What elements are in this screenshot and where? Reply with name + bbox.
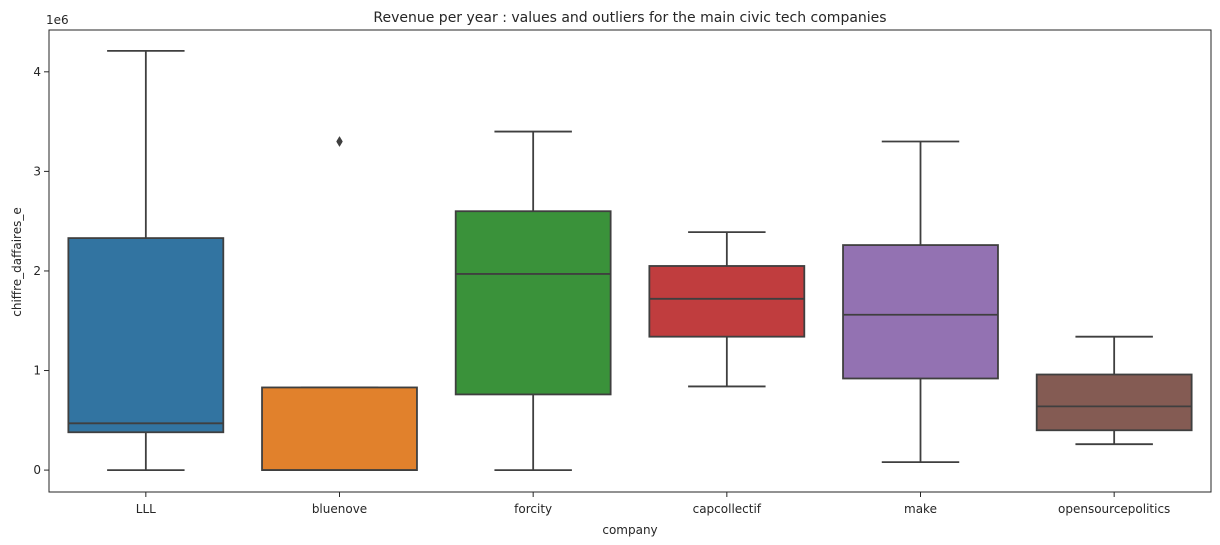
outlier-point-bluenove — [336, 136, 343, 148]
x-tick-label-make: make — [904, 502, 937, 516]
x-tick-label-capcollectif: capcollectif — [693, 502, 762, 516]
y-axis-label: chiffre_daffaires_e — [10, 207, 24, 316]
y-tick-label: 3 — [33, 164, 41, 178]
x-tick-label-opensourcepolitics: opensourcepolitics — [1058, 502, 1170, 516]
x-tick-label-forcity: forcity — [514, 502, 552, 516]
chart-title: Revenue per year : values and outliers f… — [373, 10, 886, 26]
x-axis-label: company — [602, 523, 657, 537]
plot-frame — [48, 29, 1212, 493]
y-tick-label: 1 — [33, 364, 41, 378]
box-lll — [67, 237, 225, 434]
box-opensourcepolitics — [1035, 373, 1193, 432]
x-tick-label-bluenove: bluenove — [312, 502, 367, 516]
x-tick-label-lll: LLL — [136, 502, 156, 516]
y-tick-label: 0 — [33, 463, 41, 477]
y-tick-label: 4 — [33, 65, 41, 79]
box-make — [842, 244, 999, 380]
y-axis-offset-label: 1e6 — [46, 13, 69, 27]
y-tick-label: 2 — [33, 264, 41, 278]
box-forcity — [454, 210, 612, 396]
plot-area: 0 1 2 3 4 LLL bluenove forcity capcollectif make o… — [33, 50, 1193, 516]
box-bluenove — [261, 386, 418, 471]
box-capcollectif — [648, 265, 806, 338]
